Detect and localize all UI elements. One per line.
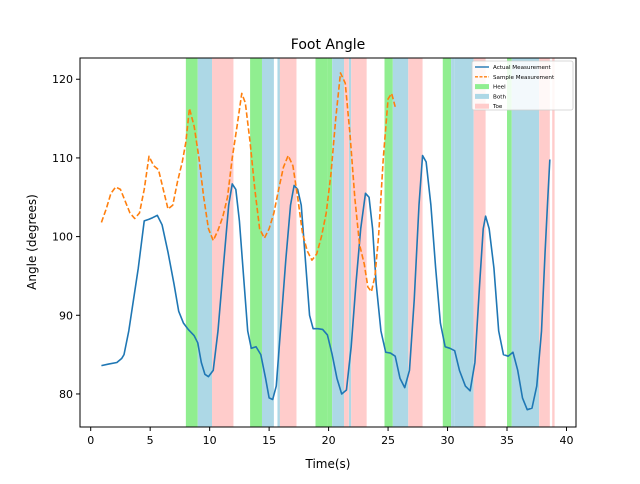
legend-label: Both — [493, 94, 506, 100]
phase-band-toe — [280, 58, 297, 427]
x-tick-label: 30 — [441, 434, 455, 447]
x-tick-label: 35 — [500, 434, 514, 447]
y-tick-label: 110 — [52, 152, 73, 165]
legend-patch-swatch — [475, 104, 489, 109]
phase-band-heel — [327, 58, 332, 427]
legend-label: Toe — [492, 104, 503, 110]
phase-band-toe — [552, 58, 554, 427]
phase-band-heel — [250, 58, 262, 427]
phase-band-both — [451, 58, 455, 427]
x-tick-label: 0 — [87, 434, 94, 447]
y-tick-label: 120 — [52, 73, 73, 86]
legend-label: Sample Measurement — [493, 75, 555, 81]
phase-band-both — [332, 58, 344, 427]
phase-band-toe — [474, 58, 486, 427]
phase-band-both — [393, 58, 408, 427]
phase-band-toe — [212, 58, 233, 427]
phase-band-toe — [408, 58, 422, 427]
legend: Actual Measurement Sample Measurement Heel… — [472, 61, 573, 110]
x-axis-label: Time(s) — [305, 457, 351, 471]
phase-band-heel — [507, 58, 512, 427]
legend-patch-swatch — [475, 84, 489, 89]
phase-band-toe — [539, 58, 550, 427]
y-tick-label: 80 — [59, 388, 73, 401]
phase-band-heel — [384, 58, 392, 427]
x-tick-label: 15 — [262, 434, 276, 447]
y-tick-label: 100 — [52, 231, 73, 244]
chart-title: Foot Angle — [291, 37, 365, 53]
x-tick-label: 5 — [147, 434, 154, 447]
x-tick-label: 10 — [203, 434, 217, 447]
phase-band-heel — [186, 58, 198, 427]
phase-band-heel — [316, 58, 328, 427]
phase-band-both — [455, 58, 474, 427]
phase-band-both — [512, 58, 539, 427]
phase-band-heel — [443, 58, 451, 427]
legend-label: Heel — [493, 85, 506, 91]
y-axis-label: Angle (degrees) — [25, 194, 39, 290]
x-tick-label: 40 — [559, 434, 573, 447]
y-tick-label: 90 — [59, 309, 73, 322]
x-tick-label: 20 — [322, 434, 336, 447]
legend-patch-swatch — [475, 94, 489, 99]
x-tick-label: 25 — [381, 434, 395, 447]
legend-label: Actual Measurement — [493, 65, 552, 71]
